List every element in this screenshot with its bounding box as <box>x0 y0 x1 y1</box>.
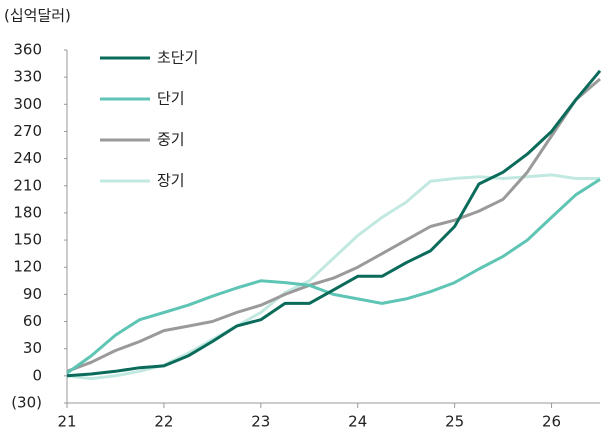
y-tick-label: 300 <box>13 95 42 113</box>
series-line <box>66 77 601 373</box>
x-tick-label: 22 <box>154 413 173 431</box>
x-tick-label: 21 <box>57 413 76 431</box>
x-tick-label: 23 <box>251 413 270 431</box>
y-tick-label: 0 <box>32 366 42 384</box>
series-line <box>66 69 602 378</box>
y-axis-label: (십억달러) <box>4 7 71 25</box>
series-line <box>66 178 601 375</box>
x-tick-label: 24 <box>348 413 367 431</box>
y-tick-label: 150 <box>13 231 42 249</box>
x-tick-label: 25 <box>445 413 464 431</box>
y-tick-label: 270 <box>13 122 42 140</box>
y-tick-label: 240 <box>13 149 42 167</box>
y-tick-label: 120 <box>13 258 42 276</box>
y-tick-label: 210 <box>13 176 42 194</box>
y-tick-label: 90 <box>23 285 42 303</box>
y-tick-label: 60 <box>23 312 42 330</box>
x-tick-label: 26 <box>542 413 561 431</box>
y-tick-label: 180 <box>13 203 42 221</box>
y-tick-label: (30) <box>11 394 42 412</box>
legend-label: 장기 <box>157 172 185 190</box>
legend-label: 초단기 <box>157 49 198 67</box>
y-tick-label: 360 <box>13 41 42 59</box>
y-tick-label: 330 <box>13 68 42 86</box>
legend-label: 단기 <box>157 90 185 108</box>
legend-label: 중기 <box>157 131 185 149</box>
y-tick-label: 30 <box>23 339 42 357</box>
